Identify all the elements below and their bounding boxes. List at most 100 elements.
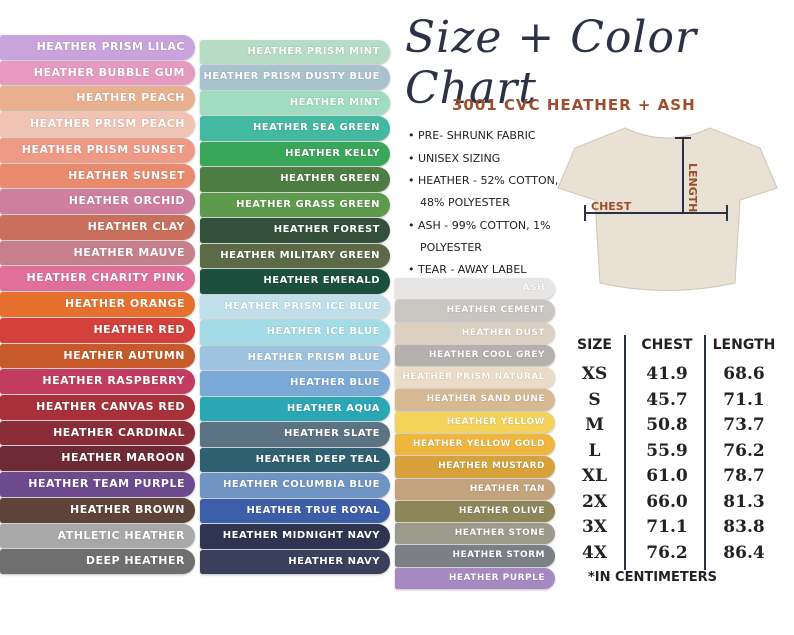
color-swatch: HEATHER BROWN [0,497,195,523]
length-label: LENGTH [686,163,699,212]
feature-bullet: • ASH - 99% COTTON, 1% POLYESTER [408,219,551,254]
subtitle: 3001 CVC HEATHER + ASH [452,96,696,114]
color-swatch: HEATHER COLUMBIA BLUE [200,473,390,498]
table-cell: 76.2 [723,440,765,461]
color-swatch: HEATHER PURPLE [395,567,555,589]
color-swatch: HEATHER AQUA [200,396,390,422]
color-swatch: HEATHER DEEP TEAL [200,447,390,473]
color-swatch: HEATHER PRISM BLUE [200,345,390,371]
table-cell: 50.8 [646,415,688,435]
color-swatch: HEATHER AUTUMN [0,343,195,369]
color-swatch: HEATHER ORANGE [0,292,195,317]
table-cell: 61.0 [646,466,688,486]
table-cell: 41.9 [646,364,688,384]
color-swatch: HEATHER MIDNIGHT NAVY [200,524,390,549]
color-swatch: HEATHER MINT [200,90,390,116]
color-swatch: HEATHER DUST [395,322,555,344]
table-cell: 3X [581,517,608,537]
color-swatch: HEATHER PEACH [0,86,195,112]
table-cell: 78.7 [723,466,765,486]
table-cell: 55.9 [646,440,688,461]
color-swatch: HEATHER RASPBERRY [0,369,195,394]
color-swatch: HEATHER PRISM ICE BLUE [200,294,390,320]
table-cell: 86.4 [723,542,765,563]
color-swatch: HEATHER STONE [395,523,555,545]
color-swatch: HEATHER SLATE [200,422,390,447]
feature-text: PRE- SHRUNK FABRIC [418,129,536,142]
color-swatch: HEATHER TEAM PURPLE [0,472,195,497]
color-swatch: HEATHER COOL GREY [395,344,555,367]
table-divider [704,335,706,570]
color-swatch: HEATHER ORCHID [0,189,195,214]
color-swatch: HEATHER CEMENT [395,300,555,322]
color-swatch: HEATHER YELLOW [395,411,555,433]
color-swatch: HEATHER NAVY [200,549,390,574]
table-cell: 83.8 [723,517,765,537]
table-cell: 4X [581,542,608,563]
table-cell: 66.0 [646,491,688,512]
color-swatch: HEATHER RED [0,317,195,343]
color-swatch: DEEP HEATHER [0,549,195,574]
color-swatch: HEATHER EMERALD [200,269,390,294]
color-swatch: HEATHER OLIVE [395,500,555,523]
color-swatch: HEATHER PRISM NATURAL [395,367,555,389]
table-cell: 71.1 [646,517,688,537]
color-swatch: HEATHER SUNSET [0,163,195,189]
table-cell: 81.3 [723,491,765,512]
color-swatch: HEATHER BLUE [200,371,390,396]
table-cell: 71.1 [723,389,765,410]
color-swatch: HEATHER MILITARY GREEN [200,243,390,269]
title: Size + Color Chart [405,12,698,114]
table-cell: 73.7 [723,415,765,435]
color-swatch: HEATHER PRISM PEACH [0,112,195,137]
color-swatch: HEATHER PRISM SUNSET [0,137,195,163]
feature-text: HEATHER - 52% COTTON, 48% POLYESTER [418,174,559,209]
color-swatch: HEATHER CHARITY PINK [0,266,195,292]
color-swatch: HEATHER TAN [395,478,555,500]
table-cell: 45.7 [646,389,688,410]
table-cell: 2X [581,491,608,512]
color-swatch: HEATHER PRISM LILAC [0,35,195,60]
color-swatch: HEATHER FOREST [200,218,390,243]
table-cell: 76.2 [646,542,688,563]
feature-bullet: • HEATHER - 52% COTTON, 48% POLYESTER [408,174,559,209]
table-cell: S [588,389,601,410]
color-swatch: HEATHER SAND DUNE [395,389,555,411]
table-cell: XL [581,466,608,486]
feature-bullet: • TEAR - AWAY LABEL [408,263,527,276]
color-swatch: HEATHER GREEN [200,167,390,192]
table-header: CHEST [641,337,693,353]
color-swatch: HEATHER KELLY [200,141,390,167]
color-swatch: HEATHER MUSTARD [395,456,555,478]
color-swatch: HEATHER ICE BLUE [200,320,390,345]
table-cell: XS [581,364,608,384]
shirt-illustration: CHEST LENGTH [557,127,778,291]
table-divider [624,335,626,570]
feature-bullet: • UNISEX SIZING [408,152,501,165]
color-swatch: HEATHER CLAY [0,215,195,240]
table-cell: M [585,415,604,435]
feature-text: UNISEX SIZING [418,152,501,165]
color-swatch: ATHLETIC HEATHER [0,523,195,549]
color-swatch: HEATHER PRISM DUSTY BLUE [200,65,390,90]
feature-bullet: • PRE- SHRUNK FABRIC [408,129,536,142]
color-swatch: HEATHER STORM [395,545,555,567]
color-swatch: ASH [395,278,555,300]
chest-label: CHEST [591,200,632,213]
feature-text: TEAR - AWAY LABEL [418,263,527,276]
color-swatch: HEATHER CANVAS RED [0,395,195,420]
table-header: SIZE [576,337,612,353]
table-cell: 68.6 [723,364,765,384]
table-cell: L [588,440,601,461]
color-swatch: HEATHER GRASS GREEN [200,192,390,218]
color-swatch: HEATHER PRISM MINT [200,40,390,65]
table-note: *IN CENTIMETERS [588,570,717,585]
color-swatch: HEATHER TRUE ROYAL [200,498,390,524]
color-swatch: HEATHER MAUVE [0,240,195,266]
color-swatch: HEATHER SEA GREEN [200,116,390,141]
color-swatch: HEATHER MAROON [0,446,195,472]
color-swatch: HEATHER BUBBLE GUM [0,60,195,86]
color-swatch: HEATHER YELLOW GOLD [395,434,555,456]
feature-text: ASH - 99% COTTON, 1% POLYESTER [418,219,551,254]
